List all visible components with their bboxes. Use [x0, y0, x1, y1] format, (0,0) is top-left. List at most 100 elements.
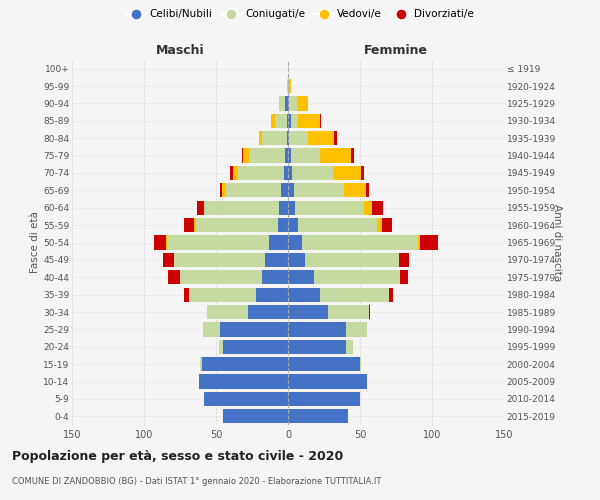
Bar: [180, 270, 262, 284]
Bar: [238, 166, 284, 180]
Bar: [368, 305, 370, 319]
Bar: [285, 148, 288, 162]
Bar: [202, 357, 288, 372]
Bar: [188, 288, 256, 302]
Bar: [346, 340, 353, 354]
Bar: [244, 148, 249, 162]
Bar: [242, 148, 244, 162]
Bar: [360, 357, 361, 372]
Bar: [269, 236, 288, 250]
Bar: [288, 340, 346, 354]
Bar: [382, 218, 392, 232]
Bar: [287, 131, 288, 146]
Bar: [194, 218, 196, 232]
Bar: [184, 218, 194, 232]
Y-axis label: Anni di nascita: Anni di nascita: [551, 204, 562, 281]
Bar: [271, 114, 275, 128]
Bar: [364, 200, 371, 215]
Bar: [288, 200, 295, 215]
Bar: [203, 322, 220, 336]
Bar: [291, 114, 298, 128]
Bar: [288, 270, 314, 284]
Bar: [289, 96, 296, 110]
Bar: [287, 114, 288, 128]
Bar: [288, 166, 292, 180]
Bar: [298, 114, 320, 128]
Legend: Celibi/Nubili, Coniugati/e, Vedovi/e, Divorziati/e: Celibi/Nubili, Coniugati/e, Vedovi/e, Di…: [122, 5, 478, 24]
Bar: [305, 253, 399, 267]
Bar: [294, 183, 344, 198]
Bar: [371, 200, 383, 215]
Bar: [328, 305, 368, 319]
Bar: [288, 96, 289, 110]
Bar: [154, 236, 166, 250]
Bar: [222, 183, 226, 198]
Bar: [167, 236, 269, 250]
Bar: [298, 218, 377, 232]
Bar: [288, 409, 349, 424]
Bar: [288, 114, 291, 128]
Text: Maschi: Maschi: [155, 44, 205, 57]
Bar: [262, 131, 287, 146]
Y-axis label: Fasce di età: Fasce di età: [30, 212, 40, 274]
Bar: [302, 236, 418, 250]
Bar: [288, 288, 320, 302]
Bar: [205, 200, 280, 215]
Bar: [275, 114, 287, 128]
Bar: [346, 322, 367, 336]
Bar: [291, 148, 320, 162]
Text: COMUNE DI ZANDOBBIO (BG) - Dati ISTAT 1° gennaio 2020 - Elaborazione TUTTITALIA.: COMUNE DI ZANDOBBIO (BG) - Dati ISTAT 1°…: [12, 478, 382, 486]
Bar: [352, 148, 354, 162]
Bar: [287, 79, 288, 93]
Bar: [289, 79, 291, 93]
Bar: [256, 288, 288, 302]
Bar: [308, 131, 334, 146]
Bar: [166, 236, 167, 250]
Bar: [284, 166, 288, 180]
Bar: [288, 131, 289, 146]
Bar: [320, 114, 321, 128]
Bar: [288, 392, 360, 406]
Bar: [292, 166, 332, 180]
Bar: [320, 288, 389, 302]
Bar: [265, 253, 288, 267]
Bar: [344, 183, 366, 198]
Bar: [332, 166, 361, 180]
Bar: [208, 305, 248, 319]
Bar: [288, 183, 294, 198]
Bar: [281, 183, 288, 198]
Bar: [230, 166, 233, 180]
Bar: [400, 270, 407, 284]
Bar: [334, 131, 337, 146]
Bar: [205, 392, 288, 406]
Bar: [278, 218, 288, 232]
Bar: [288, 236, 302, 250]
Bar: [262, 270, 288, 284]
Bar: [219, 340, 223, 354]
Bar: [233, 166, 238, 180]
Bar: [249, 148, 285, 162]
Bar: [418, 236, 421, 250]
Bar: [248, 305, 288, 319]
Bar: [220, 183, 222, 198]
Bar: [280, 96, 285, 110]
Bar: [163, 253, 174, 267]
Bar: [288, 253, 305, 267]
Bar: [289, 131, 308, 146]
Bar: [280, 200, 288, 215]
Bar: [197, 200, 205, 215]
Bar: [285, 96, 288, 110]
Bar: [320, 148, 352, 162]
Text: Femmine: Femmine: [364, 44, 428, 57]
Bar: [295, 200, 364, 215]
Bar: [196, 218, 278, 232]
Bar: [220, 322, 288, 336]
Bar: [389, 288, 393, 302]
Bar: [361, 166, 364, 180]
Bar: [169, 270, 180, 284]
Bar: [199, 374, 288, 388]
Bar: [288, 305, 328, 319]
Bar: [288, 357, 360, 372]
Bar: [288, 218, 298, 232]
Bar: [174, 253, 265, 267]
